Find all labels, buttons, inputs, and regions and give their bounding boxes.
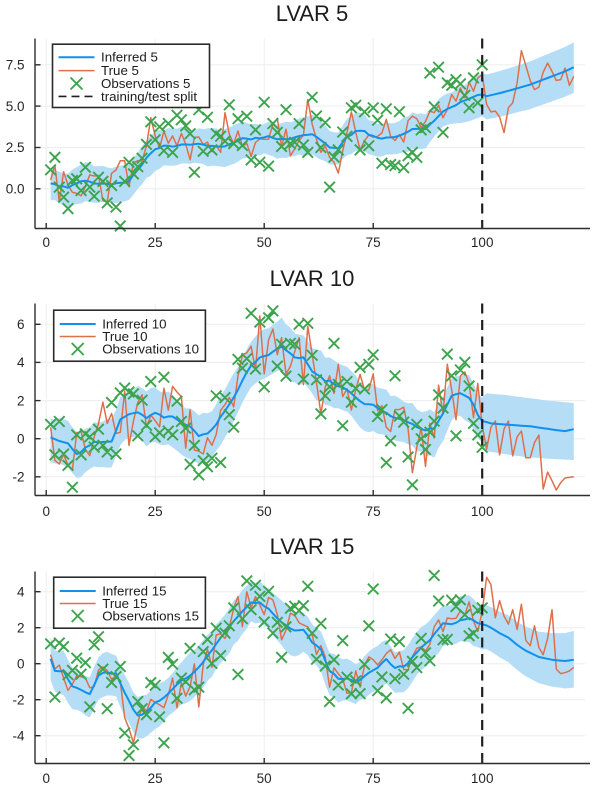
- svg-text:100: 100: [471, 504, 494, 519]
- svg-text:75: 75: [366, 504, 381, 519]
- svg-text:-2: -2: [12, 692, 24, 707]
- svg-text:-4: -4: [12, 728, 24, 743]
- svg-text:0.0: 0.0: [6, 182, 25, 197]
- svg-text:LVAR 5: LVAR 5: [276, 1, 349, 26]
- svg-text:True 5: True 5: [101, 63, 139, 78]
- svg-text:Inferred 10: Inferred 10: [102, 316, 166, 331]
- svg-text:6: 6: [17, 317, 25, 332]
- svg-text:50: 50: [257, 771, 272, 786]
- svg-text:25: 25: [148, 771, 163, 786]
- svg-text:7.5: 7.5: [6, 58, 25, 73]
- svg-text:2: 2: [17, 620, 25, 635]
- svg-text:2: 2: [17, 393, 25, 408]
- svg-text:Observations 15: Observations 15: [102, 608, 199, 623]
- svg-text:75: 75: [366, 235, 381, 250]
- svg-text:Inferred 5: Inferred 5: [101, 50, 158, 65]
- svg-text:2.5: 2.5: [6, 140, 25, 155]
- svg-text:4: 4: [17, 355, 25, 370]
- svg-text:0: 0: [17, 431, 25, 446]
- svg-text:100: 100: [471, 235, 494, 250]
- svg-text:Observations 5: Observations 5: [101, 76, 190, 91]
- svg-text:0: 0: [42, 504, 50, 519]
- svg-text:LVAR 15: LVAR 15: [270, 534, 355, 559]
- svg-text:Inferred 15: Inferred 15: [102, 583, 166, 598]
- svg-text:True 15: True 15: [102, 596, 147, 611]
- svg-text:50: 50: [257, 504, 272, 519]
- svg-text:50: 50: [257, 235, 272, 250]
- svg-text:training/test split: training/test split: [101, 89, 197, 104]
- svg-text:5.0: 5.0: [6, 99, 25, 114]
- svg-text:25: 25: [148, 235, 163, 250]
- svg-text:0: 0: [42, 235, 50, 250]
- svg-text:-2: -2: [12, 470, 24, 485]
- svg-text:LVAR 10: LVAR 10: [270, 266, 355, 291]
- svg-text:0: 0: [42, 771, 50, 786]
- svg-text:Observations 10: Observations 10: [102, 341, 199, 356]
- svg-text:4: 4: [17, 584, 25, 599]
- svg-text:0: 0: [17, 656, 25, 671]
- svg-text:True 10: True 10: [102, 329, 147, 344]
- svg-text:75: 75: [366, 771, 381, 786]
- svg-text:100: 100: [471, 771, 494, 786]
- svg-text:25: 25: [148, 504, 163, 519]
